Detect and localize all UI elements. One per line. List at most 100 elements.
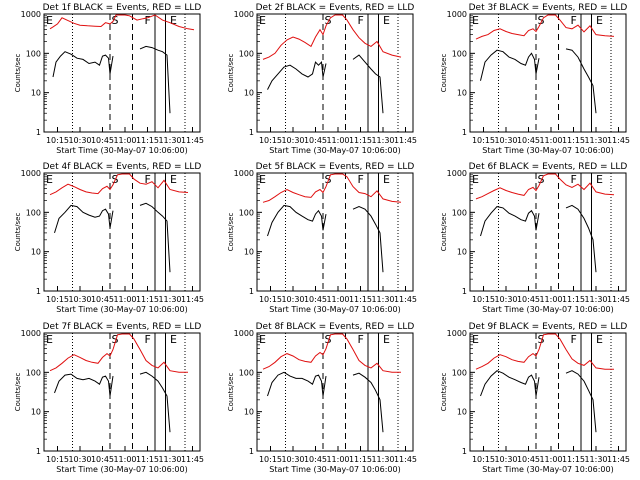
- marker-label: F: [358, 14, 364, 27]
- marker-label: E: [259, 173, 266, 186]
- marker-label: E: [170, 14, 177, 27]
- y-tick-label: 100: [239, 368, 254, 377]
- x-tick-label: 10:45: [304, 136, 327, 145]
- panel-title: Det 2f BLACK = Events, RED = LLD: [256, 3, 415, 13]
- y-tick-label: 1000: [234, 169, 254, 178]
- x-tick-label: 11:30: [158, 295, 181, 304]
- marker-label: E: [46, 333, 53, 346]
- y-axis-label: Counts/sec: [227, 54, 235, 93]
- events-series-line: [54, 371, 171, 433]
- x-axis-label: Start Time (30-May-07 10:06:00): [56, 146, 187, 155]
- marker-label: E: [383, 173, 390, 186]
- x-tick-label: 11:45: [181, 455, 204, 464]
- y-axis-label: Counts/sec: [227, 373, 235, 412]
- events-series-line: [267, 54, 384, 114]
- x-tick-label: 10:15: [46, 455, 69, 464]
- marker-label: S: [325, 173, 332, 186]
- marker-label: S: [112, 333, 119, 346]
- x-tick-label: 11:30: [158, 455, 181, 464]
- marker-label: E: [596, 14, 603, 27]
- y-tick-label: 10: [31, 408, 41, 417]
- lld-series-line: [262, 14, 402, 60]
- panel-title: Det 4f BLACK = Events, RED = LLD: [43, 162, 202, 172]
- lld-series-line: [262, 173, 402, 203]
- y-tick-label: 10: [244, 408, 254, 417]
- plot-frame: [43, 172, 201, 292]
- x-axis-label: Start Time (30-May-07 10:06:00): [269, 146, 400, 155]
- y-tick-label: 1: [249, 128, 254, 137]
- x-tick-label: 10:15: [259, 136, 282, 145]
- x-tick-label: 11:00: [539, 455, 562, 464]
- x-tick-label: 10:15: [46, 295, 69, 304]
- x-tick-label: 11:00: [539, 295, 562, 304]
- x-tick-label: 11:15: [562, 136, 585, 145]
- y-axis-label: Counts/sec: [227, 213, 235, 252]
- marker-label: E: [383, 333, 390, 346]
- x-tick-label: 11:45: [181, 136, 204, 145]
- detector-panel-7: Det 7f BLACK = Events, RED = LLD 1 10 100 10…: [14, 322, 204, 474]
- x-tick-label: 11:30: [584, 136, 607, 145]
- x-tick-label: 11:30: [371, 295, 394, 304]
- panel-title: Det 5f BLACK = Events, RED = LLD: [256, 162, 415, 172]
- x-tick-label: 11:15: [562, 455, 585, 464]
- detector-panel-5: Det 5f BLACK = Events, RED = LLD 1 10 100 10…: [227, 162, 417, 314]
- y-tick-label: 10: [457, 248, 467, 257]
- x-axis-label: Start Time (30-May-07 10:06:00): [56, 305, 187, 314]
- plot-frame: [469, 13, 627, 133]
- marker-label: F: [571, 333, 577, 346]
- marker-label: F: [358, 333, 364, 346]
- x-tick-label: 10:30: [68, 295, 91, 304]
- x-tick-label: 11:45: [394, 295, 417, 304]
- detector-panel-2: Det 2f BLACK = Events, RED = LLD 1 10 100 10…: [227, 3, 417, 155]
- x-tick-label: 11:15: [349, 455, 372, 464]
- marker-label: F: [571, 173, 577, 186]
- detector-panel-4: Det 4f BLACK = Events, RED = LLD 1 10 100 10…: [14, 162, 204, 314]
- plot-frame: [469, 332, 627, 452]
- marker-label: S: [325, 14, 332, 27]
- x-tick-label: 11:45: [394, 455, 417, 464]
- panel-title: Det 8f BLACK = Events, RED = LLD: [256, 322, 415, 332]
- x-axis-label: Start Time (30-May-07 10:06:00): [482, 465, 613, 474]
- plot-frame: [256, 172, 414, 292]
- marker-label: F: [145, 173, 151, 186]
- x-tick-label: 11:15: [136, 455, 159, 464]
- detector-panel-8: Det 8f BLACK = Events, RED = LLD 1 10 100 10…: [227, 322, 417, 474]
- x-tick-label: 11:45: [394, 136, 417, 145]
- events-series-line: [480, 48, 597, 114]
- marker-label: E: [472, 173, 479, 186]
- lld-series-line: [262, 333, 401, 373]
- x-tick-label: 10:45: [91, 295, 114, 304]
- x-axis-label: Start Time (30-May-07 10:06:00): [482, 305, 613, 314]
- panel-title: Det 3f BLACK = Events, RED = LLD: [469, 3, 628, 13]
- x-tick-label: 11:00: [326, 136, 349, 145]
- y-axis-label: Counts/sec: [14, 373, 22, 412]
- x-tick-label: 10:45: [517, 455, 540, 464]
- y-tick-label: 1: [36, 287, 41, 296]
- y-tick-label: 1000: [447, 169, 467, 178]
- lld-series-line: [475, 14, 615, 40]
- events-series-line: [480, 370, 597, 433]
- x-tick-label: 11:30: [371, 455, 394, 464]
- x-tick-label: 11:45: [181, 295, 204, 304]
- x-tick-label: 10:30: [281, 455, 304, 464]
- y-tick-label: 100: [26, 368, 41, 377]
- y-tick-label: 100: [452, 368, 467, 377]
- x-tick-label: 11:15: [349, 136, 372, 145]
- x-tick-label: 10:30: [281, 295, 304, 304]
- events-series-line: [52, 45, 171, 114]
- marker-label: E: [170, 333, 177, 346]
- marker-label: E: [472, 333, 479, 346]
- marker-label: E: [170, 173, 177, 186]
- y-tick-label: 10: [31, 89, 41, 98]
- y-axis-label: Counts/sec: [14, 213, 22, 252]
- y-tick-label: 100: [239, 208, 254, 217]
- y-tick-label: 100: [452, 49, 467, 58]
- x-tick-label: 10:30: [281, 136, 304, 145]
- x-tick-label: 10:15: [472, 136, 495, 145]
- x-tick-label: 11:45: [607, 136, 630, 145]
- x-axis-label: Start Time (30-May-07 10:06:00): [482, 146, 613, 155]
- y-tick-label: 1: [462, 287, 467, 296]
- y-tick-label: 1000: [447, 10, 467, 19]
- marker-label: S: [538, 14, 545, 27]
